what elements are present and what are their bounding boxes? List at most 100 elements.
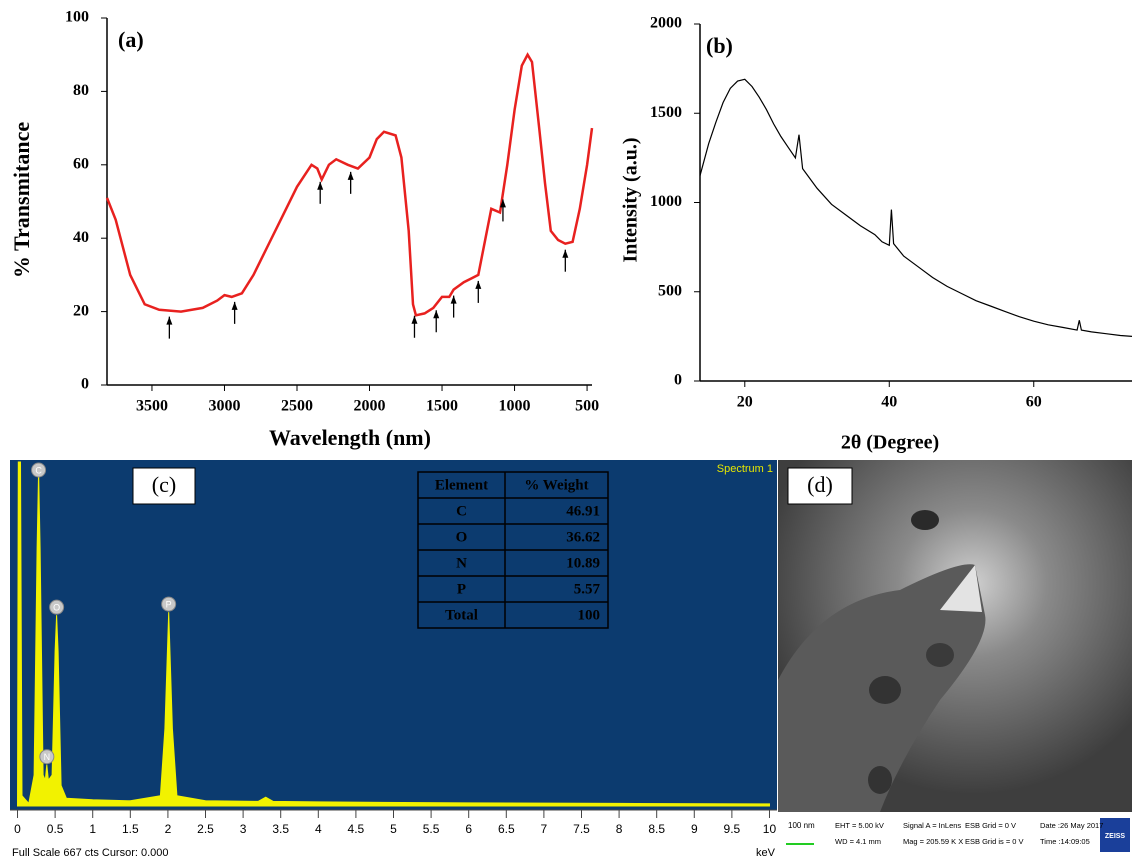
y-tick-label: 20	[73, 302, 89, 319]
arrow-head	[166, 316, 173, 325]
y-tick-label: 0	[81, 376, 89, 393]
sem-pore	[926, 643, 954, 667]
x-tick-label: 2.5	[197, 822, 214, 836]
x-axis-title: Wavelength (nm)	[269, 425, 431, 450]
spectrum-background	[10, 460, 777, 810]
arrow-head	[231, 301, 238, 310]
sem-info: ESB Grid = 0 V	[965, 821, 1016, 830]
scale-label: 100 nm	[788, 821, 815, 830]
x-tick-label: 8.5	[648, 822, 665, 836]
spectrum-name: Spectrum 1	[717, 463, 773, 475]
y-tick-label: 80	[73, 82, 89, 99]
arrow-head	[411, 315, 418, 324]
y-axis-title: Intensity (a.u.)	[620, 137, 642, 262]
table-cell: N	[456, 555, 467, 571]
x-tick-label: 500	[575, 398, 599, 415]
x-tick-label: 10	[763, 822, 777, 836]
sem-info-bar	[778, 812, 1132, 860]
sem-info: Date :26 May 2017	[1040, 821, 1103, 830]
arrow-head	[347, 171, 354, 180]
x-tick-label: 6.5	[498, 822, 515, 836]
peak-marker	[39, 749, 55, 765]
y-tick-label: 1500	[650, 104, 682, 121]
table-cell: Total	[445, 607, 478, 623]
table-cell: C	[456, 503, 467, 519]
panel-d: (d) 100 nm ZEISS	[778, 460, 1132, 860]
y-tick-label: 2000	[650, 15, 682, 32]
sem-highlight	[940, 565, 982, 612]
x-tick-label: 6	[465, 822, 472, 836]
peak-label: O	[53, 603, 60, 613]
arrow-head	[499, 199, 506, 208]
peak-marker	[31, 462, 47, 478]
line	[105, 52, 594, 317]
logo-box	[1100, 818, 1130, 852]
x-axis-title: keV	[756, 847, 776, 859]
sem-info: Time :14:09:05	[1040, 837, 1090, 846]
x-tick-label: 9	[691, 822, 698, 836]
y-tick-label: 40	[73, 229, 89, 246]
x-tick-label: 3.5	[272, 822, 289, 836]
table-cell: O	[456, 529, 468, 545]
table-cell: 10.89	[566, 555, 600, 571]
spectrum	[16, 461, 771, 807]
x-tick-label: 1000	[499, 398, 531, 415]
y-tick-label: 60	[73, 155, 89, 172]
panel-label: (a)	[118, 27, 144, 52]
y-tick-label: 100	[65, 9, 89, 26]
x-tick-label: 3500	[136, 398, 168, 415]
line	[699, 78, 1132, 337]
arrow-head	[317, 181, 324, 190]
x-tick-label: 3	[240, 822, 247, 836]
x-tick-label: 1	[89, 822, 96, 836]
x-tick-label: 4.5	[348, 822, 365, 836]
peak-label: P	[166, 599, 172, 609]
sem-info: WD = 4.1 mm	[835, 837, 881, 846]
x-tick-label: 0	[14, 822, 21, 836]
x-tick-label: 60	[1026, 394, 1042, 411]
table-cell: 100	[578, 607, 601, 623]
label-box	[787, 467, 853, 505]
sem-info: ESB Grid is = 0 V	[965, 837, 1024, 846]
sem-info: EHT = 5.00 kV	[835, 821, 884, 830]
sem-pore	[868, 766, 892, 794]
arrow-head	[433, 310, 440, 319]
footer: Full Scale 667 cts Cursor: 0.000	[12, 847, 169, 859]
table-cell: P	[457, 581, 466, 597]
x-tick-label: 0.5	[47, 822, 64, 836]
x-tick-label: 2000	[354, 398, 386, 415]
x-axis-title: 2θ (Degree)	[841, 432, 939, 454]
panel-label: (d)	[807, 472, 833, 497]
x-tick-label: 2	[165, 822, 172, 836]
x-tick-label: 1.5	[122, 822, 139, 836]
x-tick-label: 5	[390, 822, 397, 836]
sem-pore	[911, 510, 939, 530]
panel-label: (c)	[152, 472, 176, 497]
table-header: % Weight	[524, 477, 588, 493]
x-tick-label: 5.5	[423, 822, 440, 836]
table-cell: 5.57	[574, 581, 601, 597]
x-tick-label: 20	[737, 394, 753, 411]
sem-info: Mag = 205.59 K X	[903, 837, 963, 846]
peak-marker	[161, 596, 177, 612]
arrow-head	[475, 280, 482, 289]
x-tick-label: 8	[616, 822, 623, 836]
table-header: Element	[435, 477, 488, 493]
x-tick-label: 40	[881, 394, 897, 411]
sem-info: Signal A = InLens	[903, 821, 961, 830]
y-tick-label: 500	[658, 282, 682, 299]
y-tick-label: 0	[674, 372, 682, 389]
x-tick-label: 7.5	[573, 822, 590, 836]
logo: ZEISS	[1105, 833, 1126, 840]
x-tick-label: 9.5	[724, 822, 741, 836]
arrow-head	[450, 295, 457, 304]
x-tick-label: 4	[315, 822, 322, 836]
x-tick-label: 2500	[281, 398, 313, 415]
table-cell: 36.62	[566, 529, 600, 545]
x-tick-label: 7	[541, 822, 548, 836]
peak-label: N	[44, 752, 51, 762]
panel-label: (b)	[706, 33, 733, 58]
table-cell: 46.91	[566, 503, 600, 519]
peak-label: C	[35, 465, 42, 475]
